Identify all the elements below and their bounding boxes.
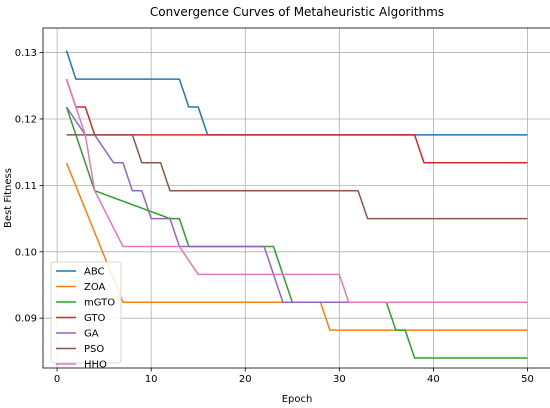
x-tick-label: 40 bbox=[427, 374, 440, 385]
y-tick-label: 0.12 bbox=[15, 114, 37, 125]
legend-label-zoa: ZOA bbox=[84, 282, 106, 293]
series-line-mgto bbox=[65, 106, 528, 359]
y-axis-label: Best Fitness bbox=[3, 168, 14, 228]
legend-label-pso: PSO bbox=[84, 344, 104, 355]
series-line-ga bbox=[65, 106, 528, 304]
series-line-hho bbox=[65, 78, 528, 304]
y-tick-label: 0.13 bbox=[15, 48, 37, 59]
legend: ABC ZOA mGTO GTO GA PSO HHO bbox=[50, 261, 122, 371]
x-tick-label: 30 bbox=[333, 374, 346, 385]
x-tick-label: 50 bbox=[521, 374, 534, 385]
legend-label-gto: GTO bbox=[84, 313, 106, 324]
series-line-pso bbox=[66, 134, 528, 220]
x-ticks: 0 10 20 30 40 50 bbox=[54, 368, 534, 385]
x-tick-label: 0 bbox=[54, 374, 60, 385]
grid bbox=[43, 28, 550, 368]
x-tick-label: 20 bbox=[239, 374, 252, 385]
x-axis-label: Epoch bbox=[282, 394, 313, 405]
legend-label-mgto: mGTO bbox=[84, 298, 115, 309]
legend-label-hho: HHO bbox=[84, 360, 107, 371]
plot-frame bbox=[42, 27, 550, 369]
legend-label-abc: ABC bbox=[84, 267, 105, 278]
y-tick-label: 0.09 bbox=[15, 314, 37, 325]
series-line-gto bbox=[65, 78, 528, 164]
x-tick-label: 10 bbox=[145, 374, 158, 385]
y-tick-label: 0.10 bbox=[15, 247, 37, 258]
chart-title: Convergence Curves of Metaheuristic Algo… bbox=[150, 5, 444, 19]
legend-label-ga: GA bbox=[84, 329, 99, 340]
series-line-abc bbox=[65, 50, 528, 136]
series-lines bbox=[65, 50, 528, 359]
y-ticks: 0.09 0.10 0.11 0.12 0.13 bbox=[15, 48, 43, 325]
y-tick-label: 0.11 bbox=[15, 181, 37, 192]
